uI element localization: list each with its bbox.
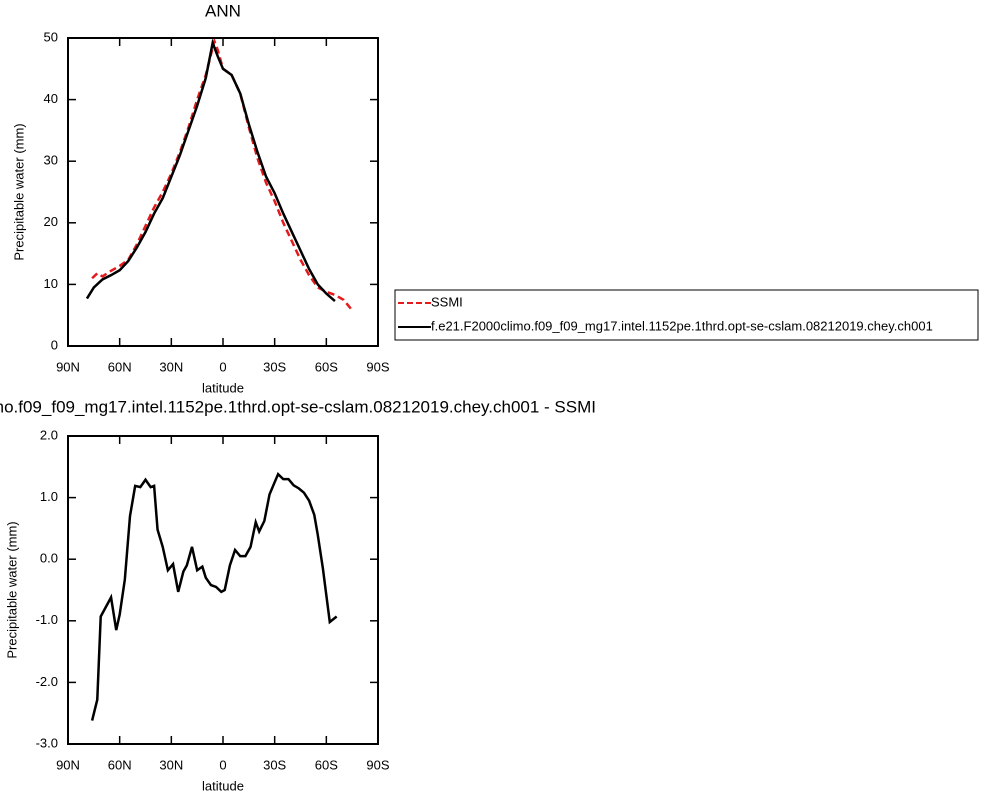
data-line [90,472,338,721]
y-tick-label: 30 [44,153,58,168]
y-tick-label: -2.0 [36,674,58,689]
x-axis-label: latitude [202,778,244,793]
legend-label: SSMI [431,294,463,309]
legend-label: f.e21.F2000climo.f09_f09_mg17.intel.1152… [431,318,933,333]
y-axis-label: Precipitable water (mm) [4,521,19,658]
y-tick-label: 50 [44,29,58,44]
y-tick-label: -3.0 [36,735,58,750]
x-tick-label: 0 [219,757,226,772]
x-tick-label: 90S [366,359,389,374]
y-tick-label: 0.0 [40,551,58,566]
data-line [91,36,354,312]
x-tick-label: 60N [108,359,132,374]
y-tick-label: 10 [44,276,58,291]
x-tick-label: 30N [159,359,183,374]
x-tick-label: 90N [56,757,80,772]
plot-frame [67,435,379,745]
chart-title: f.e21.F2000climo.f09_f09_mg17.intel.1152… [0,397,596,416]
legend-box [394,289,979,341]
chart-title: ANN [205,1,241,20]
x-tick-label: 60S [315,757,338,772]
y-tick-label: 20 [44,214,58,229]
x-tick-label: 90S [366,757,389,772]
x-tick-label: 60S [315,359,338,374]
x-tick-label: 30S [263,757,286,772]
x-tick-label: 30S [263,359,286,374]
y-tick-label: 2.0 [40,427,58,442]
data-line [85,38,336,302]
y-tick-label: 0 [51,337,58,352]
x-tick-label: 60N [108,757,132,772]
x-tick-label: 0 [219,359,226,374]
x-tick-label: 30N [159,757,183,772]
plot-frame [67,37,379,347]
x-axis-label: latitude [202,380,244,395]
y-axis-label: Precipitable water (mm) [11,123,26,260]
y-tick-label: 1.0 [40,489,58,504]
y-tick-label: 40 [44,91,58,106]
y-tick-label: -1.0 [36,612,58,627]
x-tick-label: 90N [56,359,80,374]
